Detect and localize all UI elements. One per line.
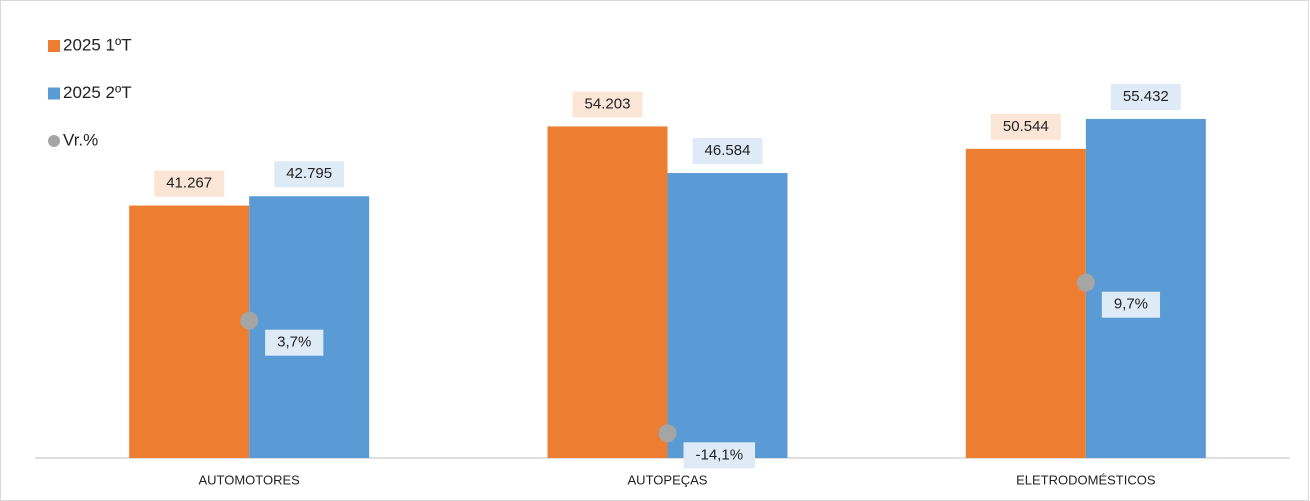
- bar: [1085, 118, 1206, 459]
- bar-value-label: 46.584: [705, 142, 751, 159]
- bar: [667, 173, 788, 458]
- legend-marker: [48, 135, 60, 147]
- bar-value-label: 50.544: [1003, 118, 1049, 135]
- variation-label-box: [265, 329, 324, 356]
- bar-value-label-box: [990, 113, 1061, 140]
- legend-label: 2025 1ºT: [63, 35, 132, 54]
- bar-value-label-box: [1110, 83, 1181, 110]
- x-tick-label: AUTOPEÇAS: [628, 472, 708, 487]
- bar: [965, 148, 1086, 458]
- variation-dot: [658, 424, 677, 443]
- variation-label: 3,7%: [277, 334, 311, 351]
- bar-value-label: 41.267: [166, 175, 212, 192]
- legend-marker: [48, 87, 60, 100]
- legend-label: Vr.%: [63, 130, 98, 149]
- bar: [249, 196, 370, 458]
- variation-label: -14,1%: [696, 446, 744, 463]
- bar-value-label: 54.203: [585, 95, 631, 112]
- bar-value-label-box: [274, 161, 345, 188]
- variation-dot: [240, 311, 259, 330]
- variation-label-box: [683, 442, 756, 469]
- x-tick-label: ELETRODOMÉSTICOS: [1016, 472, 1156, 487]
- bar-value-label: 42.795: [286, 165, 332, 182]
- bar: [129, 205, 250, 458]
- bar-value-label-box: [572, 91, 643, 118]
- bar-value-label: 55.432: [1123, 88, 1169, 105]
- x-tick-label: AUTOMOTORES: [198, 472, 300, 487]
- bar: [547, 126, 668, 458]
- bar-value-label-box: [154, 170, 225, 197]
- variation-label-box: [1101, 291, 1161, 318]
- variation-dot: [1076, 273, 1095, 292]
- legend-marker: [48, 40, 60, 52]
- bar-value-label-box: [692, 138, 763, 165]
- variation-label: 9,7%: [1114, 296, 1148, 313]
- legend-label: 2025 2ºT: [63, 83, 132, 102]
